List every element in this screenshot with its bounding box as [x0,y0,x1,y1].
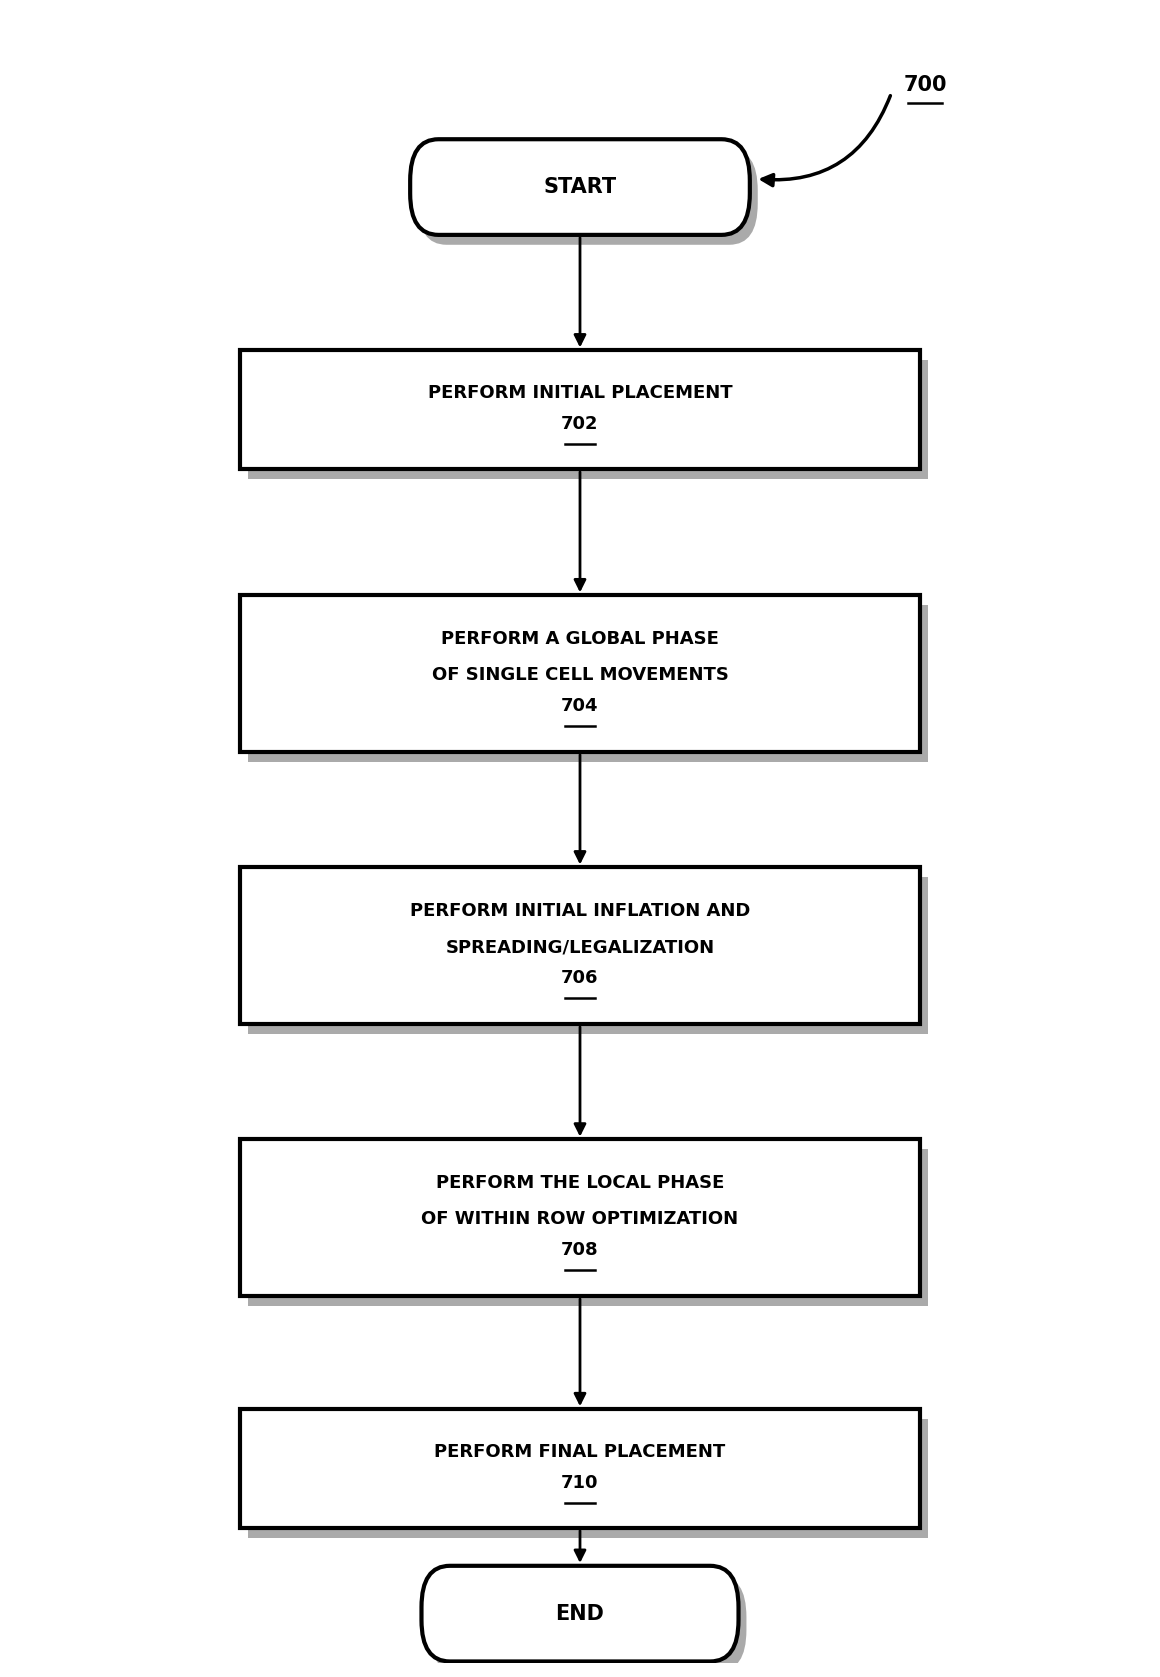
FancyBboxPatch shape [240,1409,920,1528]
FancyBboxPatch shape [240,350,920,470]
FancyBboxPatch shape [421,1566,739,1662]
Text: 706: 706 [561,969,599,988]
Text: PERFORM INITIAL PLACEMENT: PERFORM INITIAL PLACEMENT [428,384,732,402]
Text: PERFORM A GLOBAL PHASE: PERFORM A GLOBAL PHASE [441,631,719,647]
FancyBboxPatch shape [240,595,920,751]
Text: SPREADING/LEGALIZATION: SPREADING/LEGALIZATION [445,939,715,956]
FancyBboxPatch shape [248,605,928,761]
FancyBboxPatch shape [240,867,920,1025]
Text: PERFORM THE LOCAL PHASE: PERFORM THE LOCAL PHASE [436,1174,724,1192]
FancyBboxPatch shape [248,361,928,480]
Text: PERFORM INITIAL INFLATION AND: PERFORM INITIAL INFLATION AND [409,902,751,921]
FancyBboxPatch shape [240,1139,920,1296]
Text: OF WITHIN ROW OPTIMIZATION: OF WITHIN ROW OPTIMIZATION [421,1211,739,1229]
FancyBboxPatch shape [411,139,749,235]
FancyBboxPatch shape [248,1419,928,1538]
FancyBboxPatch shape [248,1149,928,1306]
FancyBboxPatch shape [418,149,757,245]
FancyBboxPatch shape [429,1576,746,1672]
Text: 704: 704 [561,698,599,714]
FancyBboxPatch shape [248,877,928,1035]
Text: 708: 708 [561,1241,599,1259]
Text: START: START [543,178,617,198]
Text: END: END [556,1603,604,1623]
Text: OF SINGLE CELL MOVEMENTS: OF SINGLE CELL MOVEMENTS [432,666,728,684]
Text: 700: 700 [904,75,947,96]
Text: PERFORM FINAL PLACEMENT: PERFORM FINAL PLACEMENT [434,1442,726,1461]
Text: 702: 702 [561,414,599,433]
Text: 710: 710 [561,1474,599,1493]
